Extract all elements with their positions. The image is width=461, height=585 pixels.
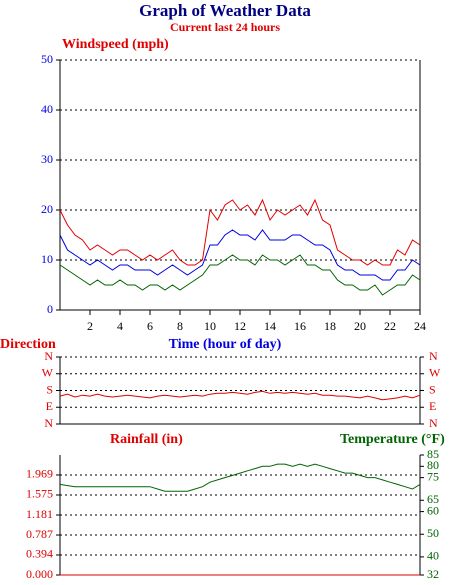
x-tick-label: 12: [234, 319, 246, 333]
x-tick-label: 20: [354, 319, 366, 333]
y-tick-label: 50: [41, 52, 53, 66]
y-tick-label: 1.575: [26, 487, 53, 501]
y-tick-label: N: [44, 349, 53, 363]
y-tick-label: 10: [41, 252, 53, 266]
y-tick-label: N: [429, 349, 438, 363]
y2-tick-label: 50: [427, 526, 439, 540]
y-tick-label: 0: [47, 302, 53, 316]
y-tick-label: S: [46, 382, 53, 396]
data-line: [59, 463, 421, 492]
y2-tick-label: 80: [427, 458, 439, 472]
y-tick-label: E: [46, 399, 53, 413]
x-tick-label: 6: [147, 319, 153, 333]
data-line: [59, 390, 421, 401]
y2-tick-label: 65: [427, 492, 439, 506]
y-axis-label: Rainfall (in): [110, 432, 183, 447]
chart-title: Graph of Weather Data: [139, 1, 311, 20]
data-line: [59, 198, 421, 266]
x-tick-label: 4: [117, 319, 123, 333]
y-tick-label: S: [429, 382, 436, 396]
y-tick-label: N: [429, 416, 438, 430]
y-tick-label: 0.394: [26, 547, 53, 561]
y-tick-label: 0.000: [26, 567, 53, 581]
y2-tick-label: 60: [427, 503, 439, 517]
y-tick-label: E: [429, 399, 436, 413]
y-tick-label: 1.181: [26, 507, 53, 521]
y-tick-label: 40: [41, 102, 53, 116]
y-tick-label: W: [42, 366, 54, 380]
x-tick-label: 18: [324, 319, 336, 333]
data-line: [59, 229, 421, 281]
chart-subtitle: Current last 24 hours: [170, 20, 280, 34]
x-tick-label: 10: [204, 319, 216, 333]
y-axis-label: Direction: [0, 337, 56, 352]
x-axis-label: Time (hour of day): [169, 337, 282, 352]
y-tick-label: 0.787: [26, 527, 53, 541]
y2-tick-label: 85: [427, 447, 439, 461]
x-tick-label: 16: [294, 319, 306, 333]
y2-tick-label: 75: [427, 469, 439, 483]
y-tick-label: 20: [41, 202, 53, 216]
y-axis-label: Windspeed (mph): [62, 37, 169, 52]
x-tick-label: 2: [87, 319, 93, 333]
y-tick-label: 1.969: [26, 467, 53, 481]
y-tick-label: W: [429, 366, 441, 380]
y2-axis-label: Temperature (°F): [340, 432, 445, 447]
x-tick-label: 24: [414, 319, 426, 333]
data-line: [59, 254, 421, 296]
x-tick-label: 14: [264, 319, 276, 333]
y-tick-label: 30: [41, 152, 53, 166]
y2-tick-label: 40: [427, 549, 439, 563]
y-tick-label: N: [44, 416, 53, 430]
y2-tick-label: 32: [427, 567, 439, 581]
x-tick-label: 8: [177, 319, 183, 333]
x-tick-label: 22: [384, 319, 396, 333]
